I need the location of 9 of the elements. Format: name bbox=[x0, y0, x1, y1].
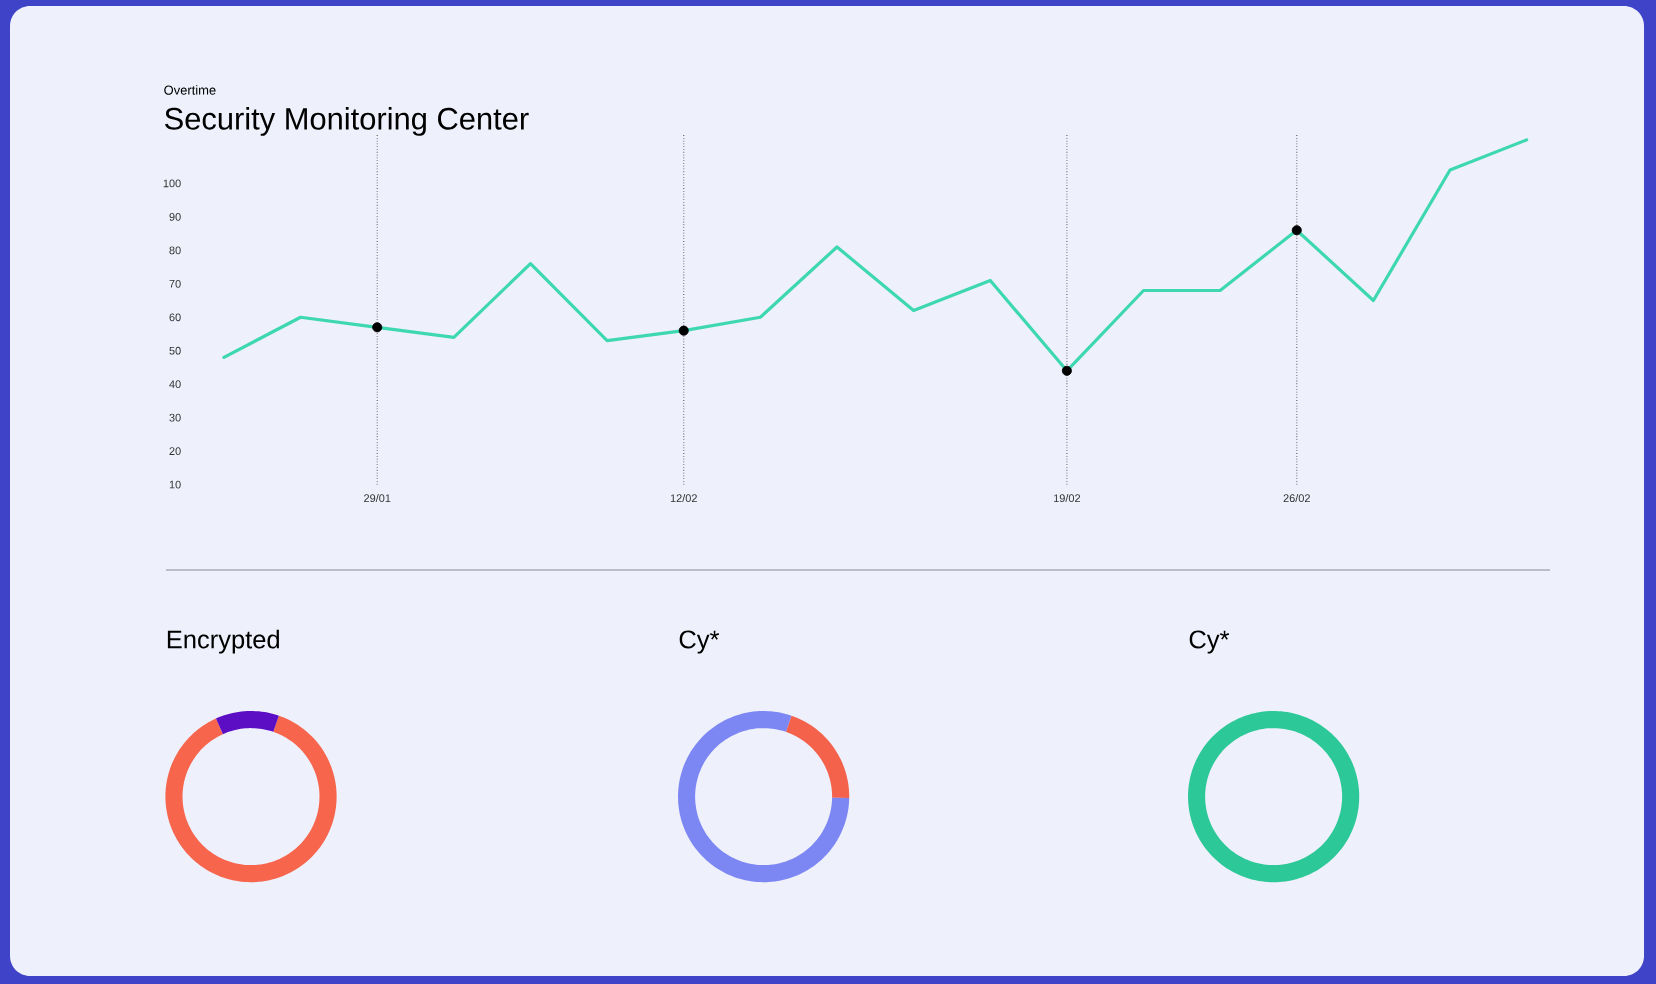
line-series bbox=[222, 138, 1529, 373]
point bbox=[372, 322, 383, 333]
chart-title: Encrypted bbox=[167, 629, 279, 654]
chart-title: Cy* bbox=[1189, 630, 1230, 654]
point bbox=[1061, 365, 1072, 376]
chart-title: Security Monitoring Center bbox=[165, 107, 529, 136]
point bbox=[1291, 225, 1302, 236]
chart-title: Cy* bbox=[679, 630, 720, 654]
point bbox=[678, 325, 689, 336]
